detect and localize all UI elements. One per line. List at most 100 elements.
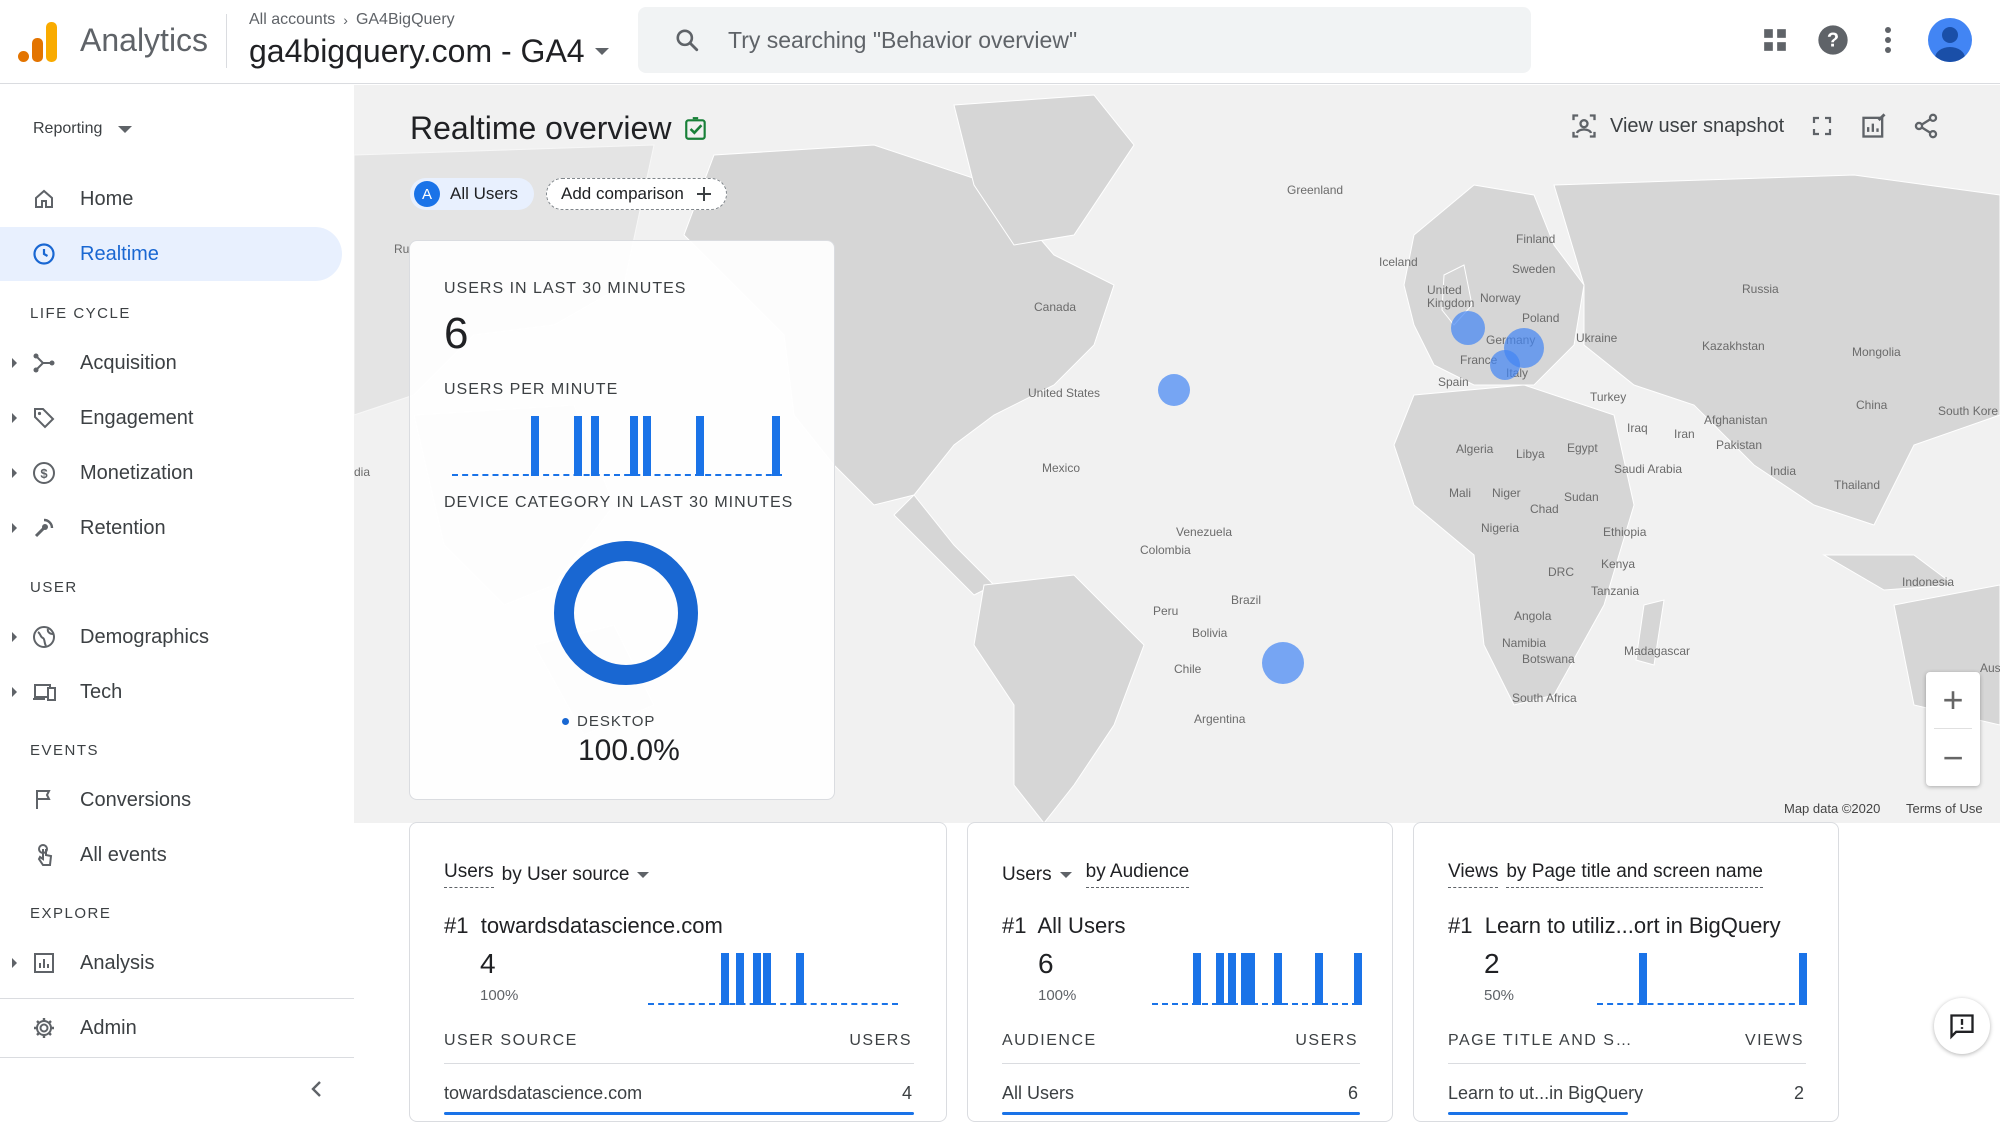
- sidebar-item-analysis[interactable]: Analysis: [0, 936, 342, 990]
- svg-text:?: ?: [1827, 30, 1839, 52]
- sidebar-item-all-events[interactable]: All events: [0, 828, 342, 882]
- customize-report-icon[interactable]: [1860, 112, 1888, 140]
- sidebar-item-realtime[interactable]: Realtime: [0, 227, 342, 281]
- verified-check-icon[interactable]: [683, 116, 709, 142]
- metric-selector[interactable]: Users: [1002, 863, 1052, 885]
- fullscreen-icon[interactable]: [1810, 114, 1834, 138]
- table-row-label[interactable]: towardsdatascience.com: [444, 1083, 643, 1103]
- user-snapshot-icon[interactable]: [1570, 112, 1598, 140]
- sparkline-chart[interactable]: [1597, 953, 1807, 1005]
- add-comparison-button[interactable]: Add comparison: [546, 178, 727, 210]
- sidebar-item-monetization[interactable]: $ Monetization: [0, 446, 342, 500]
- caret-down-icon[interactable]: [637, 871, 650, 878]
- sidebar-item-admin[interactable]: Admin: [0, 1001, 342, 1055]
- expand-arrow-icon[interactable]: [12, 413, 17, 423]
- page-title-row: Realtime overview: [410, 110, 709, 147]
- expand-arrow-icon[interactable]: [12, 632, 17, 642]
- reporting-selector[interactable]: Reporting: [33, 120, 133, 138]
- segment-letter: A: [414, 181, 440, 207]
- add-comparison-label: Add comparison: [561, 184, 684, 203]
- user-location-dot[interactable]: [1262, 642, 1304, 684]
- expand-arrow-icon[interactable]: [12, 687, 17, 697]
- map-label: Canada: [1034, 300, 1077, 314]
- clock-icon: [31, 241, 57, 267]
- map-label: Aus: [1980, 661, 2000, 675]
- chart-bar: [696, 416, 704, 476]
- expand-arrow-icon[interactable]: [12, 358, 17, 368]
- avatar[interactable]: [1928, 18, 1972, 62]
- apps-grid-icon[interactable]: [1755, 20, 1795, 60]
- reporting-label: Reporting: [33, 120, 103, 137]
- view-user-snapshot-button[interactable]: View user snapshot: [1610, 114, 1785, 137]
- card-title[interactable]: Users by User source: [444, 861, 650, 888]
- help-icon[interactable]: ?: [1813, 20, 1853, 60]
- chart-bar: [753, 953, 761, 1005]
- sidebar-item-label: Monetization: [80, 461, 194, 484]
- user-location-dot[interactable]: [1158, 374, 1190, 406]
- expand-arrow-icon[interactable]: [12, 958, 17, 968]
- map-label: Spain: [1438, 375, 1469, 389]
- sidebar-item-acquisition[interactable]: Acquisition: [0, 336, 342, 390]
- sidebar-item-conversions[interactable]: Conversions: [0, 773, 342, 827]
- zoom-in-button[interactable]: +: [1942, 679, 1964, 720]
- divider: [444, 1063, 914, 1064]
- search-icon: [676, 29, 699, 52]
- expand-arrow-icon[interactable]: [12, 468, 17, 478]
- sparkline-chart[interactable]: [648, 953, 898, 1005]
- expand-arrow-icon[interactable]: [12, 523, 17, 533]
- metric-selector[interactable]: Users: [444, 861, 494, 888]
- sidebar-item-retention[interactable]: Retention: [0, 501, 342, 555]
- top-number: 2: [1484, 948, 1500, 979]
- map-label: Kazakhstan: [1702, 339, 1765, 353]
- chart-bar: [1247, 953, 1255, 1005]
- users-per-minute-chart[interactable]: [452, 416, 782, 476]
- map-label: Chad: [1530, 502, 1559, 516]
- analytics-logo-icon[interactable]: [18, 20, 58, 62]
- sidebar-item-demographics[interactable]: Demographics: [0, 610, 342, 664]
- dimension-selector[interactable]: by Page title and screen name: [1506, 861, 1764, 888]
- table-row-label[interactable]: All Users: [1002, 1083, 1075, 1103]
- device-donut-chart[interactable]: [554, 541, 698, 685]
- map-label: Mongolia: [1852, 345, 1901, 359]
- chart-bar: [1639, 953, 1647, 1005]
- top-percent: 100%: [1038, 987, 1077, 1004]
- crumb-account[interactable]: GA4BigQuery: [355, 11, 455, 28]
- sidebar-item-home[interactable]: Home: [0, 172, 342, 226]
- sidebar-item-engagement[interactable]: Engagement: [0, 391, 342, 445]
- sparkline-chart[interactable]: [1152, 953, 1362, 1005]
- top-bar: Analytics All accounts › GA4BigQuery ga4…: [0, 0, 2000, 84]
- collapse-sidebar-icon[interactable]: [305, 1077, 329, 1101]
- terms-link[interactable]: Terms of Use: [1906, 801, 1983, 816]
- column-header-dimension: USER SOURCE: [444, 1032, 578, 1049]
- table-row-label[interactable]: Learn to ut...in BigQuery: [1448, 1083, 1644, 1103]
- property-selector[interactable]: ga4bigquery.com - GA4: [249, 33, 609, 70]
- share-icon[interactable]: [1912, 112, 1940, 140]
- all-users-chip[interactable]: A All Users: [410, 178, 535, 210]
- segment-label: All Users: [450, 184, 519, 203]
- top-rank: #1: [444, 913, 469, 938]
- metric-selector[interactable]: Views: [1448, 861, 1499, 888]
- chart-bar: [1241, 953, 1249, 1005]
- search-bar[interactable]: [638, 7, 1531, 73]
- chart-bar: [1216, 953, 1224, 1005]
- map-label: Egypt: [1567, 441, 1598, 455]
- dimension-selector[interactable]: by Audience: [1085, 861, 1190, 888]
- feedback-button[interactable]: [1934, 998, 1990, 1054]
- user-location-dot[interactable]: [1490, 350, 1520, 380]
- search-input[interactable]: [728, 19, 1488, 61]
- flag-icon: [31, 787, 57, 813]
- card-title[interactable]: Views by Page title and screen name: [1448, 861, 1764, 888]
- sidebar-item-label: Demographics: [80, 625, 209, 648]
- svg-text:$: $: [40, 466, 48, 481]
- crumb-all-accounts[interactable]: All accounts: [249, 11, 336, 28]
- dimension-selector[interactable]: by User source: [501, 863, 630, 885]
- zoom-out-button[interactable]: −: [1942, 737, 1964, 778]
- user-location-dot[interactable]: [1451, 311, 1485, 345]
- more-vert-icon[interactable]: [1868, 20, 1908, 60]
- caret-down-icon[interactable]: [1059, 871, 1072, 878]
- sidebar-item-tech[interactable]: Tech: [0, 665, 342, 719]
- breadcrumb[interactable]: All accounts › GA4BigQuery: [249, 11, 455, 29]
- users-30min-label: USERS IN LAST 30 MINUTES: [444, 280, 687, 297]
- card-title[interactable]: Users by Audience: [1002, 861, 1190, 888]
- map-label: Afghanistan: [1704, 413, 1768, 427]
